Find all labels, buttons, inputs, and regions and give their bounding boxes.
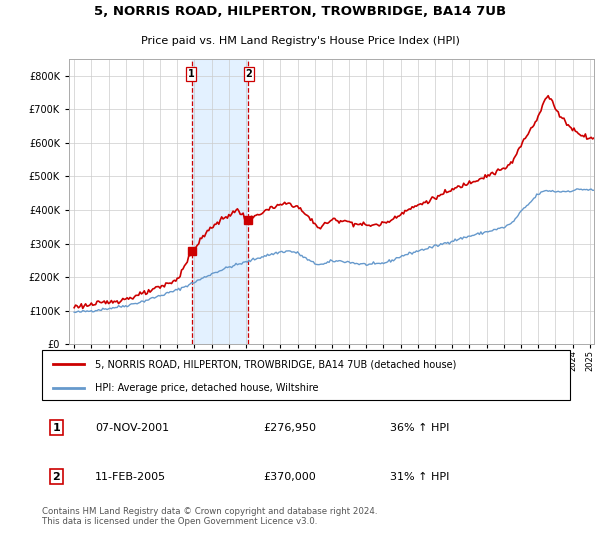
Text: 36% ↑ HPI: 36% ↑ HPI [391, 423, 450, 433]
Text: 2: 2 [245, 69, 253, 79]
Text: 31% ↑ HPI: 31% ↑ HPI [391, 472, 450, 482]
Text: Contains HM Land Registry data © Crown copyright and database right 2024.
This d: Contains HM Land Registry data © Crown c… [42, 507, 377, 526]
Text: 1: 1 [188, 69, 194, 79]
Text: 5, NORRIS ROAD, HILPERTON, TROWBRIDGE, BA14 7UB (detached house): 5, NORRIS ROAD, HILPERTON, TROWBRIDGE, B… [95, 359, 456, 369]
Text: £276,950: £276,950 [264, 423, 317, 433]
Bar [192, 59, 248, 344]
Text: 07-NOV-2001: 07-NOV-2001 [95, 423, 169, 433]
Text: 2: 2 [53, 472, 61, 482]
Text: 11-FEB-2005: 11-FEB-2005 [95, 472, 166, 482]
Text: 1: 1 [53, 423, 61, 433]
Text: 5, NORRIS ROAD, HILPERTON, TROWBRIDGE, BA14 7UB: 5, NORRIS ROAD, HILPERTON, TROWBRIDGE, B… [94, 4, 506, 18]
Text: Price paid vs. HM Land Registry's House Price Index (HPI): Price paid vs. HM Land Registry's House … [140, 36, 460, 46]
Text: £370,000: £370,000 [264, 472, 317, 482]
FancyBboxPatch shape [42, 350, 570, 400]
Text: HPI: Average price, detached house, Wiltshire: HPI: Average price, detached house, Wilt… [95, 383, 319, 393]
